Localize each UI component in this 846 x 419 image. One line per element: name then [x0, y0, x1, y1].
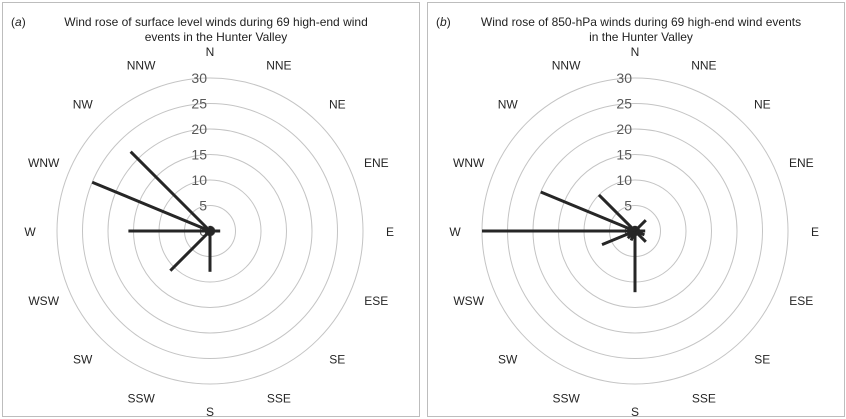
direction-label-sse: SSE	[692, 391, 716, 405]
direction-label-ne: NE	[329, 98, 346, 112]
r-tick-label: 30	[191, 70, 207, 86]
r-tick-label: 20	[191, 121, 207, 137]
direction-label-sw: SW	[498, 352, 518, 366]
direction-label-nne: NNE	[691, 59, 716, 73]
direction-label-wsw: WSW	[28, 294, 59, 308]
grid-ring-30	[56, 77, 364, 385]
grid-ring-20	[107, 128, 313, 334]
r-tick-label: 10	[191, 172, 207, 188]
direction-label-n: N	[631, 45, 640, 59]
wind-rose-panel-b: (b) Wind rose of 850-hPa winds during 69…	[427, 2, 845, 419]
wind-rose-chart-a: 051015202530NNNENEENEEESESESSESSSWSWWSWW…	[24, 45, 394, 419]
direction-label-nnw: NNW	[127, 59, 156, 73]
direction-label-ene: ENE	[789, 156, 814, 170]
spoke-nw	[597, 193, 637, 233]
direction-label-wsw: WSW	[453, 294, 484, 308]
spoke-nw	[129, 150, 212, 233]
direction-label-se: SE	[754, 352, 770, 366]
r-tick-label: 5	[199, 198, 207, 214]
direction-label-sse: SSE	[267, 391, 291, 405]
direction-label-n: N	[206, 45, 215, 59]
direction-label-se: SE	[329, 352, 345, 366]
spoke-nnw	[631, 225, 637, 232]
direction-label-wnw: WNW	[28, 156, 60, 170]
direction-label-e: E	[386, 225, 394, 239]
chart-title-b: Wind rose of 850-hPa winds during 69 hig…	[480, 15, 802, 44]
direction-label-w: W	[449, 225, 461, 239]
direction-label-w: W	[24, 225, 36, 239]
r-tick-label: 5	[624, 198, 632, 214]
direction-label-ssw: SSW	[552, 391, 580, 405]
panel-label-b: (b)	[436, 15, 451, 29]
direction-label-e: E	[811, 225, 819, 239]
r-tick-label: 15	[616, 147, 632, 163]
direction-label-ese: ESE	[364, 294, 388, 308]
panel-label-a: (a)	[11, 15, 26, 29]
direction-label-nw: NW	[73, 98, 94, 112]
spoke-wnw	[540, 190, 636, 233]
spoke-wnw	[91, 180, 211, 233]
wind-rose-chart-b: 051015202530NNNENEENEEESESESSESSSWSWWSWW…	[449, 45, 819, 419]
direction-label-sw: SW	[73, 352, 93, 366]
r-tick-label: 15	[191, 147, 207, 163]
r-tick-label: 30	[616, 70, 632, 86]
direction-label-ene: ENE	[364, 156, 389, 170]
direction-label-nnw: NNW	[552, 59, 581, 73]
direction-label-ssw: SSW	[127, 391, 155, 405]
grid-ring-25	[82, 103, 338, 359]
chart-title-a: Wind rose of surface level winds during …	[64, 15, 368, 44]
r-tick-label: 20	[616, 121, 632, 137]
direction-label-s: S	[631, 405, 639, 419]
spoke-sw	[169, 229, 212, 272]
wind-spokes	[482, 190, 647, 293]
r-tick-label: 25	[191, 96, 207, 112]
direction-label-s: S	[206, 405, 214, 419]
wind-spokes	[91, 150, 221, 272]
direction-label-nw: NW	[498, 98, 519, 112]
spoke-wsw	[601, 229, 636, 247]
r-tick-label: 25	[616, 96, 632, 112]
direction-label-nne: NNE	[266, 59, 291, 73]
direction-label-ne: NE	[754, 98, 771, 112]
wind-rose-panel-a: (a) Wind rose of surface level winds dur…	[2, 2, 420, 419]
r-tick-label: 10	[616, 172, 632, 188]
direction-label-wnw: WNW	[453, 156, 485, 170]
direction-label-ese: ESE	[789, 294, 813, 308]
